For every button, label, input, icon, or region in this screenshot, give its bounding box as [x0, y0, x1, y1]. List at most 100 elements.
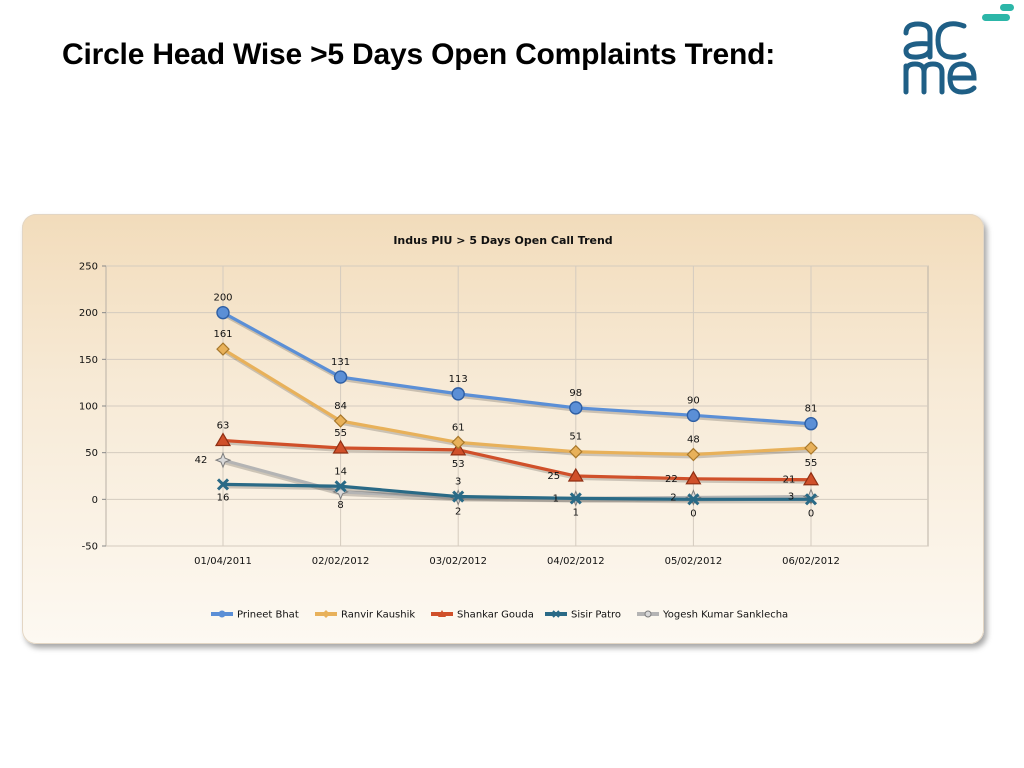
series-line-shadow — [223, 312, 813, 428]
data-point — [567, 467, 584, 482]
data-point — [569, 492, 582, 505]
logo-letter-a — [903, 21, 933, 60]
data-label: 14 — [334, 466, 347, 477]
logo-accent-dash — [982, 14, 1010, 21]
data-point — [216, 342, 230, 356]
data-label: 48 — [687, 435, 700, 446]
data-point — [569, 401, 583, 415]
series-line-shankar-gouda — [222, 438, 812, 482]
data-point — [451, 435, 466, 450]
x-tick-label: 03/02/2012 — [429, 556, 487, 567]
data-label: 1 — [573, 507, 579, 518]
y-tick-label: 50 — [85, 448, 98, 459]
data-label: 3 — [455, 477, 461, 488]
data-point — [686, 408, 701, 423]
data-label: 42 — [195, 455, 208, 466]
data-label: 81 — [805, 404, 818, 415]
x-tick-label: 06/02/2012 — [782, 556, 840, 567]
legend: Prineet Bhat Ranvir Kaushik Shankar Gouda S… — [211, 610, 788, 621]
data-label: 2 — [670, 492, 676, 503]
data-point — [804, 493, 818, 506]
data-label: 84 — [334, 401, 347, 412]
logo-letter-c — [935, 21, 967, 60]
y-tick-label: -50 — [82, 542, 98, 553]
legend-marker — [552, 610, 560, 618]
y-tick-label: 100 — [79, 402, 98, 413]
series-line-shadow — [223, 440, 813, 484]
x-tick-label: 04/02/2012 — [547, 556, 605, 567]
data-point — [216, 478, 230, 491]
legend-label: Yogesh Kumar Sanklecha — [662, 610, 788, 621]
legend-marker — [322, 610, 330, 618]
data-label: 61 — [452, 422, 465, 433]
chart-panel: Indus PIU > 5 Days Open Call Trend -50 0 5… — [22, 214, 984, 644]
data-point — [216, 305, 230, 320]
series-line-prineet-bhat — [222, 311, 812, 426]
data-point — [451, 387, 465, 401]
data-point — [452, 490, 465, 503]
series-layer — [214, 305, 820, 507]
legend-item[interactable]: Sisir Patro — [545, 610, 621, 621]
data-point — [568, 444, 583, 459]
data-label: 1 — [553, 493, 559, 504]
data-point — [214, 451, 232, 469]
data-label: 55 — [805, 458, 818, 469]
data-point — [334, 480, 347, 493]
data-point — [804, 417, 818, 431]
data-label: 161 — [213, 329, 232, 340]
data-label: 2 — [455, 506, 461, 517]
data-label: 63 — [217, 421, 230, 432]
data-label: 0 — [690, 508, 696, 519]
data-point — [333, 414, 348, 428]
y-tick-label: 250 — [79, 262, 98, 273]
logo-letter-a-bowl — [903, 41, 933, 60]
data-label: 90 — [687, 395, 700, 406]
data-label: 98 — [569, 388, 582, 399]
data-label: 21 — [783, 475, 796, 486]
legend-item[interactable]: Prineet Bhat — [211, 610, 299, 621]
data-label: 200 — [213, 293, 232, 304]
data-point — [214, 432, 232, 447]
legend-label: Sisir Patro — [571, 610, 621, 621]
data-label: 53 — [452, 459, 465, 470]
data-label: 131 — [331, 357, 350, 368]
data-label: 16 — [217, 492, 230, 503]
data-point — [332, 439, 349, 454]
data-label: 0 — [808, 508, 814, 519]
logo-accent-dash-small — [1000, 4, 1014, 11]
x-tick-label: 02/02/2012 — [312, 556, 370, 567]
y-tick-label: 150 — [79, 355, 98, 366]
logo-letter-m — [903, 61, 945, 95]
legend-label: Shankar Gouda — [457, 610, 534, 621]
data-label: 55 — [334, 428, 347, 439]
legend-marker — [644, 610, 652, 618]
data-label: 3 — [788, 492, 794, 503]
chart-title: Indus PIU > 5 Days Open Call Trend — [393, 234, 612, 247]
data-label: 113 — [449, 374, 468, 385]
x-tick-label: 01/04/2011 — [194, 556, 252, 567]
legend-label: Ranvir Kaushik — [341, 610, 415, 621]
legend-marker — [218, 610, 226, 618]
data-point — [685, 470, 702, 485]
slide-title: Circle Head Wise >5 Days Open Complaints… — [62, 38, 776, 71]
data-label: 51 — [569, 432, 582, 443]
data-label: 8 — [337, 500, 343, 511]
legend-item[interactable]: Shankar Gouda — [431, 610, 534, 621]
legend-item[interactable]: Ranvir Kaushik — [315, 610, 415, 621]
legend-marker — [438, 610, 446, 617]
data-label: 25 — [547, 471, 560, 482]
acme-logo — [898, 0, 1024, 100]
y-tick-label: 200 — [79, 308, 98, 319]
data-point — [804, 441, 818, 455]
data-point — [802, 471, 820, 486]
legend-item[interactable]: Yogesh Kumar Sanklecha — [637, 610, 788, 621]
line-chart: Indus PIU > 5 Days Open Call Trend -5005… — [79, 234, 929, 621]
x-tick-label: 05/02/2012 — [665, 556, 723, 567]
data-point — [686, 447, 701, 462]
series-line-sisir-patro — [222, 482, 811, 501]
series-line-ranvir-kaushik — [222, 347, 812, 457]
acme-logo-mark — [903, 4, 1014, 95]
data-point — [333, 370, 348, 384]
